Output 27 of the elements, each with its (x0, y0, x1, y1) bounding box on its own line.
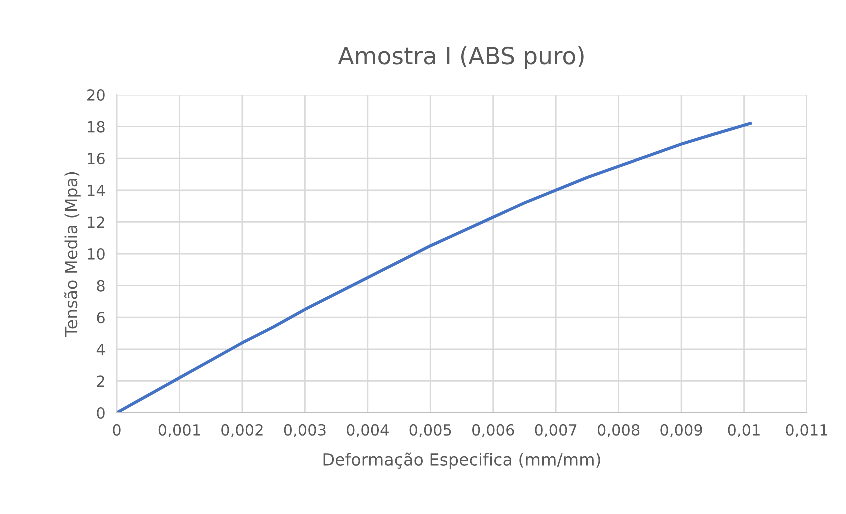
x-tick-label: 0,001 (158, 424, 200, 438)
y-tick-label: 4 (96, 344, 106, 356)
x-axis-title: Deformação Especifica (mm/mm) (324, 452, 600, 470)
x-tick-label: 0,006 (472, 424, 514, 438)
y-tick-label: 14 (88, 185, 106, 196)
x-tick-label: 0,009 (660, 424, 702, 438)
y-tick-label: 10 (88, 248, 105, 260)
x-tick-label: 0,004 (347, 424, 389, 438)
y-tick-label: 2 (97, 376, 104, 388)
y-tick-label: 8 (97, 280, 105, 292)
x-tick-label: 0,003 (284, 424, 326, 438)
y-tick-label: 12 (88, 216, 104, 228)
y-tick-label: 6 (97, 312, 105, 324)
y-axis-title: Tensão Media (Mpa) (64, 172, 81, 338)
chart-title: Amostra I (ABS puro) (338, 46, 584, 70)
y-tick-label: 18 (88, 121, 105, 133)
line-series (117, 122, 752, 413)
x-tick-label: 0,007 (535, 424, 577, 438)
y-tick-label: 20 (88, 89, 105, 102)
y-tick-label: 0 (97, 407, 105, 420)
x-tick-label: 0 (113, 424, 121, 436)
x-tick-label: 0,011 (786, 424, 828, 438)
x-tick-label: 0,002 (222, 424, 263, 438)
y-tick-label: 16 (88, 153, 105, 165)
x-tick-label: 0,01 (728, 424, 760, 438)
x-tick-label: 0,005 (410, 424, 452, 438)
x-tick-label: 0,008 (598, 424, 640, 438)
